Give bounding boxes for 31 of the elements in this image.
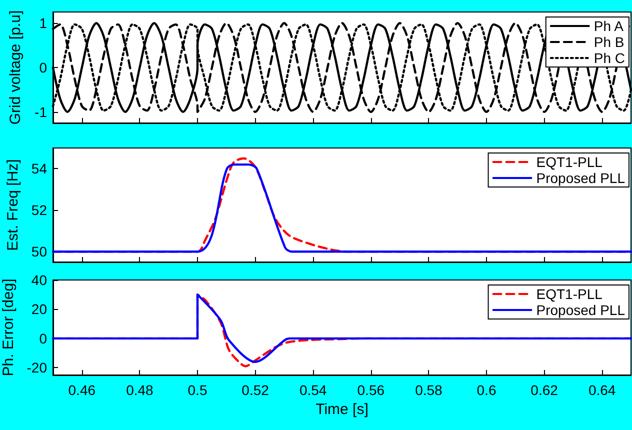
x-tick-label: 0.52 xyxy=(242,382,270,398)
legend-label: Ph A xyxy=(594,18,624,34)
y-tick-label: 54 xyxy=(31,160,48,177)
y-tick-label: 52 xyxy=(31,202,48,218)
y-axis-title: Ph. Error [deg] xyxy=(0,278,17,376)
y-axis-title: Grid voltage [p.u] xyxy=(7,10,24,125)
legend-label: Proposed PLL xyxy=(536,170,626,186)
x-axis-title: Time [s] xyxy=(316,400,368,418)
x-tick-label: 0.54 xyxy=(299,382,327,398)
x-tick-label: 0.58 xyxy=(415,382,443,398)
y-tick-label: 50 xyxy=(31,244,48,260)
x-tick-label: 0.56 xyxy=(357,382,385,398)
x-tick-label: 0.48 xyxy=(126,382,154,398)
x-tick-label: 0.62 xyxy=(530,382,558,398)
y-tick-label: 20 xyxy=(31,301,48,318)
x-tick-label: 0.46 xyxy=(68,382,96,398)
y-tick-label: -20 xyxy=(26,360,48,376)
x-tick-label: 0.6 xyxy=(476,382,496,398)
y-tick-label: 0 xyxy=(39,60,48,76)
y-tick-label: 0 xyxy=(39,330,48,346)
legend-label: EQT1-PLL xyxy=(536,286,603,302)
legend-label: Ph B xyxy=(594,34,624,50)
y-tick-label: 1 xyxy=(39,15,48,32)
y-tick-label: -1 xyxy=(34,104,48,120)
y-tick-label: 40 xyxy=(31,272,48,288)
legend-label: Proposed PLL xyxy=(536,302,626,318)
legend-label: EQT1-PLL xyxy=(536,154,603,170)
legend-label: Ph C xyxy=(594,50,625,66)
x-tick-label: 0.64 xyxy=(588,382,616,398)
y-axis-title: Est. Freq [Hz] xyxy=(4,159,22,251)
x-tick-label: 0.5 xyxy=(188,382,208,398)
